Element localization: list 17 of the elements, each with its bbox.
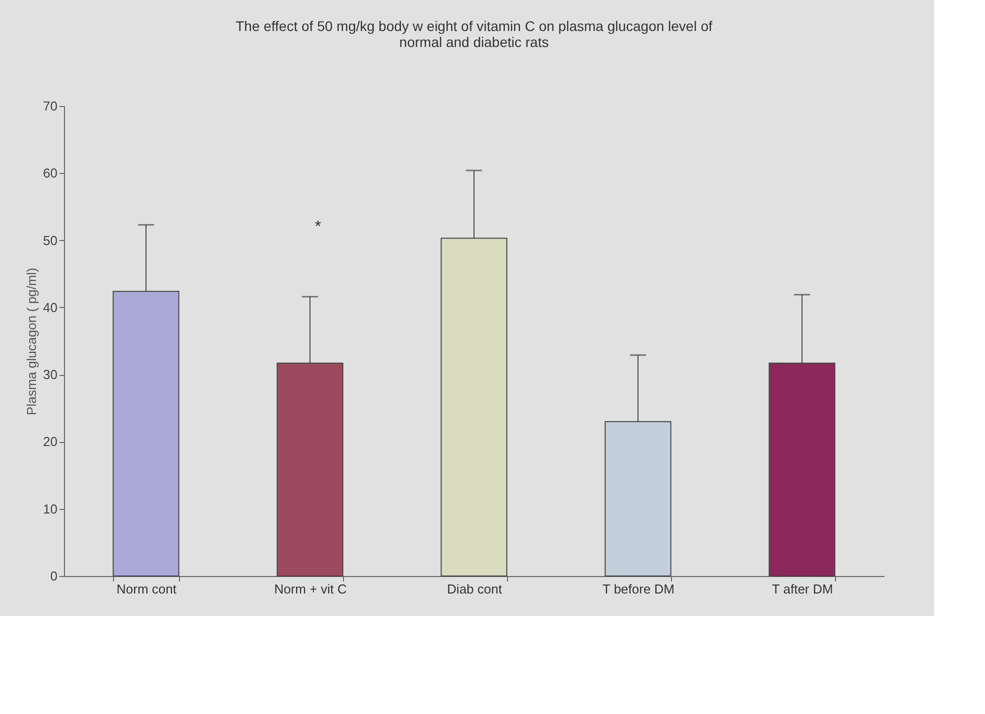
y-tick-label: 40 (43, 300, 58, 315)
y-axis-title: Plasma glucagon ( pg/ml) (24, 268, 40, 416)
x-tick-label: T after DM (772, 582, 834, 596)
x-tick-label: Diab cont (447, 582, 502, 596)
x-tick-label: T before DM (602, 582, 675, 596)
y-tick-label: 0 (50, 568, 58, 584)
y-tick-label: 70 (43, 98, 58, 114)
y-tick-label: 50 (43, 232, 58, 248)
annotation: * (314, 218, 322, 236)
y-tick-label: 30 (43, 367, 58, 382)
y-tick-label: 20 (43, 434, 58, 450)
x-tick-label: Norm + vit C (274, 582, 347, 596)
y-tick-label: 60 (43, 166, 58, 181)
text: normal and diabetic rats (399, 34, 549, 50)
x-tick-label: Norm cont (116, 582, 177, 596)
text: The effect of 50 mg/kg body w eight of vitamin C on plasma glucagon level of (236, 18, 712, 34)
y-tick-label: 10 (43, 501, 58, 516)
